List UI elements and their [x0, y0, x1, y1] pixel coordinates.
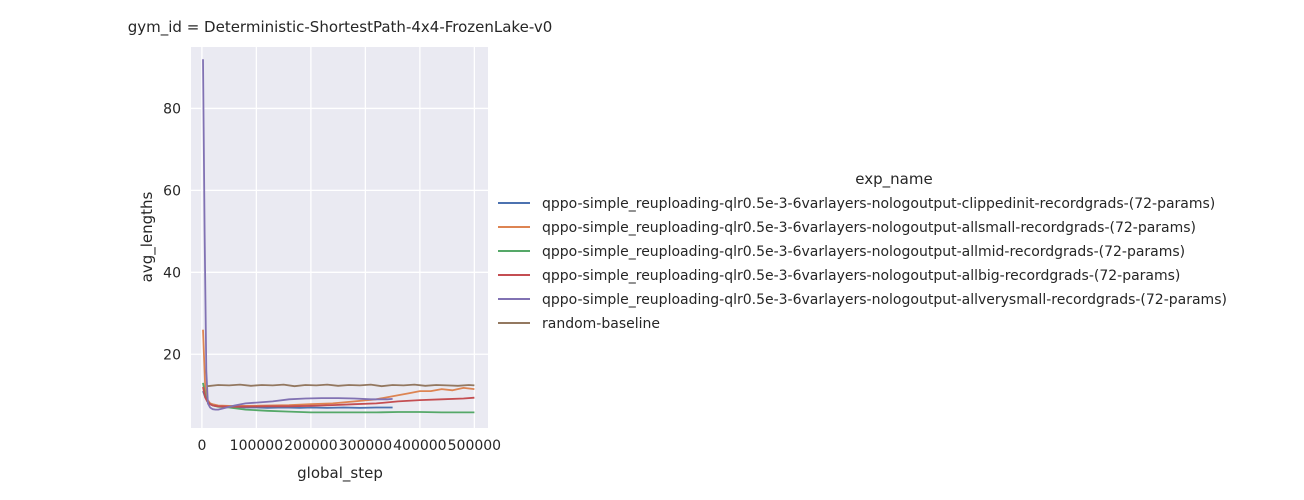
- y-axis-ticks: 20 40 60 80: [163, 101, 181, 363]
- x-tick-label: 400000: [393, 438, 446, 454]
- y-tick-label: 20: [163, 347, 181, 363]
- y-tick-label: 40: [163, 265, 181, 281]
- x-tick-label: 0: [197, 438, 206, 454]
- legend-label: qppo-simple_reuploading-qlr0.5e-3-6varla…: [542, 268, 1180, 284]
- grid: [191, 47, 488, 428]
- x-tick-label: 200000: [284, 438, 337, 454]
- legend-label: qppo-simple_reuploading-qlr0.5e-3-6varla…: [542, 244, 1185, 260]
- y-axis-label: avg_lengths: [138, 191, 157, 282]
- x-tick-label: 100000: [230, 438, 283, 454]
- x-tick-label: 300000: [339, 438, 392, 454]
- series-line-5: [202, 59, 393, 411]
- legend-label: random-baseline: [542, 316, 660, 332]
- plot-area: [191, 47, 488, 428]
- y-tick-label: 80: [163, 101, 181, 117]
- chart-title: gym_id = Deterministic-ShortestPath-4x4-…: [128, 18, 553, 37]
- series-layer: [202, 59, 475, 414]
- x-axis-label: global_step: [297, 464, 383, 483]
- series-line-6: [207, 383, 475, 388]
- legend-label: qppo-simple_reuploading-qlr0.5e-3-6varla…: [542, 196, 1215, 212]
- legend-label: qppo-simple_reuploading-qlr0.5e-3-6varla…: [542, 292, 1227, 308]
- series-line-4: [202, 386, 475, 408]
- legend-label: qppo-simple_reuploading-qlr0.5e-3-6varla…: [542, 220, 1196, 236]
- y-tick-label: 60: [163, 183, 181, 199]
- legend-title: exp_name: [855, 170, 932, 189]
- legend: exp_name qppo-simple_reuploading-qlr0.5e…: [498, 170, 1227, 332]
- x-axis-ticks: 0 100000 200000 300000 400000 500000: [197, 438, 501, 454]
- series-line-2: [202, 329, 475, 407]
- x-tick-label: 500000: [448, 438, 501, 454]
